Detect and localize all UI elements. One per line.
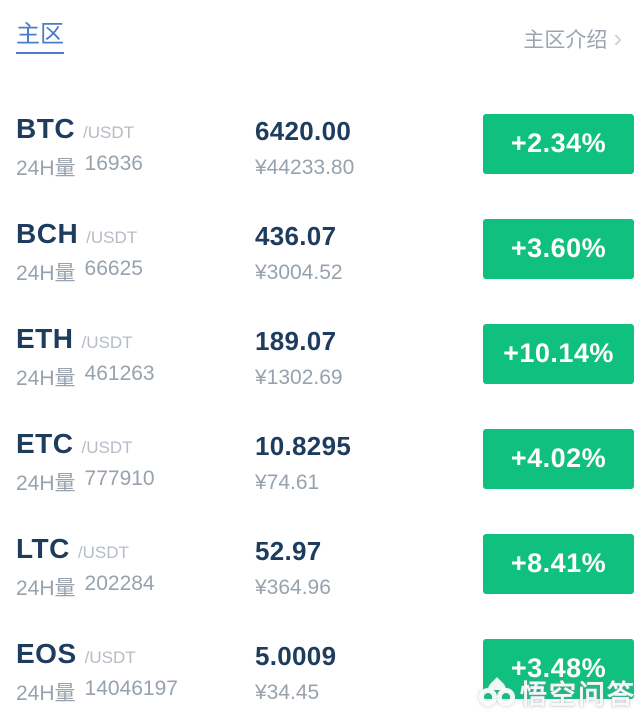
pair-info: ETC /USDT 24H量 777910 — [16, 428, 255, 497]
tab-main-zone[interactable]: 主区 — [16, 14, 64, 54]
volume-value: 202284 — [84, 572, 155, 595]
pair-price-usdt: 5.0009 — [255, 640, 337, 671]
pair-price-usdt: 436.07 — [255, 220, 337, 251]
page-header: 主区 主区介绍 › — [0, 0, 640, 54]
pair-row-etc[interactable]: ETC /USDT 24H量 777910 10.8295 ¥74.61 +4.… — [0, 410, 640, 515]
pair-price-usdt: 10.8295 — [255, 430, 352, 461]
chevron-right-icon: › — [613, 23, 622, 53]
change-badge: +3.48% — [483, 638, 634, 699]
change-badge: +8.41% — [483, 533, 634, 594]
volume-value: 777910 — [84, 467, 155, 490]
pair-quote: /USDT — [77, 543, 129, 562]
pair-symbol: BTC — [16, 113, 76, 144]
pair-info: BTC /USDT 24H量 16936 — [16, 113, 255, 182]
pair-price-cny: ¥74.61 — [255, 470, 320, 494]
volume-value: 66625 — [84, 257, 143, 280]
pair-price-cny: ¥364.96 — [255, 575, 331, 599]
volume-value: 14046197 — [84, 677, 178, 700]
change-badge: +4.02% — [483, 428, 634, 489]
pair-row-btc[interactable]: BTC /USDT 24H量 16936 6420.00 ¥44233.80 +… — [0, 95, 640, 200]
pair-quote: /USDT — [84, 648, 136, 667]
pair-prices: 436.07 ¥3004.52 — [255, 221, 483, 285]
pair-prices: 10.8295 ¥74.61 — [255, 431, 483, 495]
volume-label: 24H量 — [16, 472, 76, 495]
pair-price-cny: ¥1302.69 — [255, 365, 343, 389]
pair-row-eth[interactable]: ETH /USDT 24H量 461263 189.07 ¥1302.69 +1… — [0, 305, 640, 410]
pair-prices: 189.07 ¥1302.69 — [255, 326, 483, 390]
pair-price-cny: ¥34.45 — [255, 680, 320, 704]
pair-quote: /USDT — [86, 228, 138, 247]
volume-value: 461263 — [84, 362, 155, 385]
pair-price-cny: ¥3004.52 — [255, 260, 343, 284]
pair-symbol: LTC — [16, 533, 70, 564]
change-badge: +10.14% — [483, 323, 634, 384]
pair-prices: 52.97 ¥364.96 — [255, 536, 483, 600]
main-zone-intro-link[interactable]: 主区介绍 › — [523, 24, 624, 54]
volume-value: 16936 — [84, 152, 143, 175]
pair-list: BTC /USDT 24H量 16936 6420.00 ¥44233.80 +… — [0, 95, 640, 718]
pair-symbol: EOS — [16, 638, 77, 669]
volume-label: 24H量 — [16, 157, 76, 180]
pair-info: ETH /USDT 24H量 461263 — [16, 323, 255, 392]
pair-price-usdt: 189.07 — [255, 325, 337, 356]
pair-symbol: ETH — [16, 323, 74, 354]
volume-label: 24H量 — [16, 367, 76, 390]
pair-price-cny: ¥44233.80 — [255, 155, 355, 179]
volume-label: 24H量 — [16, 577, 76, 600]
pair-quote: /USDT — [81, 333, 133, 352]
pair-info: EOS /USDT 24H量 14046197 — [16, 638, 255, 707]
pair-price-usdt: 6420.00 — [255, 115, 352, 146]
pair-row-eos[interactable]: EOS /USDT 24H量 14046197 5.0009 ¥34.45 +3… — [0, 620, 640, 718]
pair-price-usdt: 52.97 — [255, 535, 322, 566]
main-zone-intro-label: 主区介绍 — [523, 29, 608, 52]
pair-prices: 6420.00 ¥44233.80 — [255, 116, 483, 180]
pair-prices: 5.0009 ¥34.45 — [255, 641, 483, 705]
volume-label: 24H量 — [16, 682, 76, 705]
pair-symbol: BCH — [16, 218, 79, 249]
change-badge: +2.34% — [483, 113, 634, 174]
pair-row-bch[interactable]: BCH /USDT 24H量 66625 436.07 ¥3004.52 +3.… — [0, 200, 640, 305]
change-badge: +3.60% — [483, 218, 634, 279]
pair-quote: /USDT — [83, 123, 135, 142]
pair-row-ltc[interactable]: LTC /USDT 24H量 202284 52.97 ¥364.96 +8.4… — [0, 515, 640, 620]
volume-label: 24H量 — [16, 262, 76, 285]
pair-info: LTC /USDT 24H量 202284 — [16, 533, 255, 602]
pair-quote: /USDT — [81, 438, 133, 457]
pair-info: BCH /USDT 24H量 66625 — [16, 218, 255, 287]
pair-symbol: ETC — [16, 428, 74, 459]
